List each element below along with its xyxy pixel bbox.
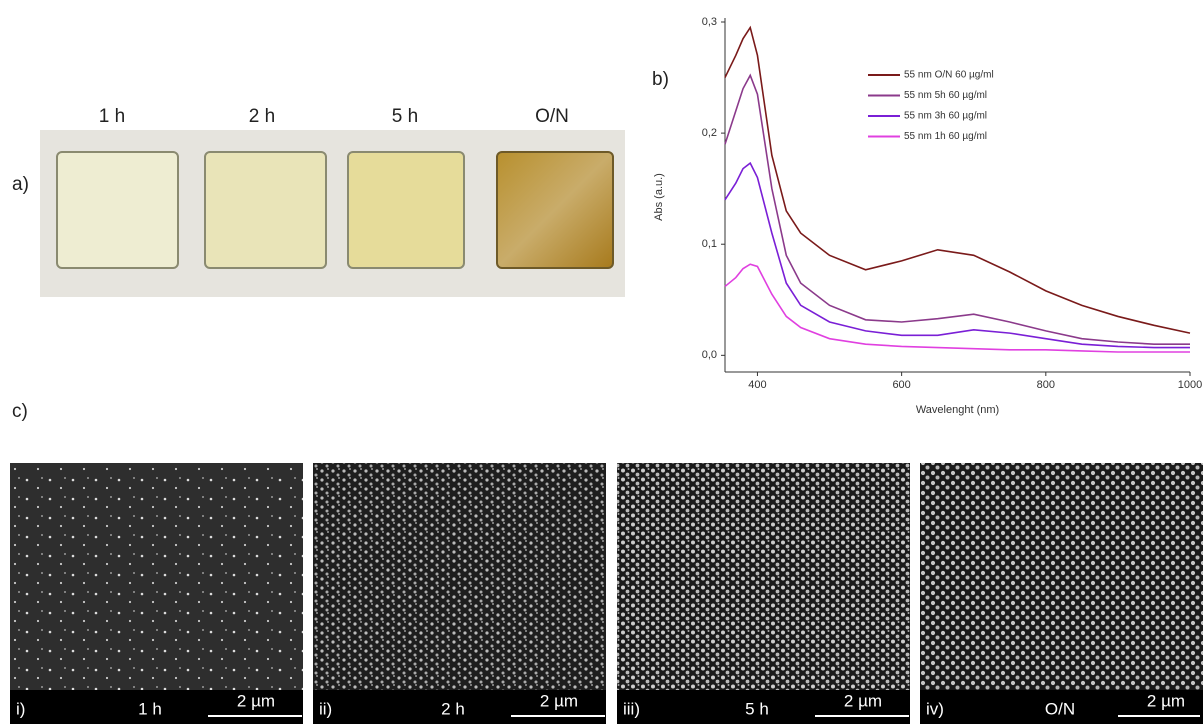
sem-image bbox=[617, 463, 910, 690]
sample-photo bbox=[497, 152, 613, 268]
scale-label: 2 µm bbox=[1147, 691, 1185, 710]
time-label: 2 h bbox=[441, 699, 465, 718]
time-label: 1 h bbox=[138, 699, 162, 718]
y-tick-label: 0,2 bbox=[702, 127, 717, 139]
sample-label: 1 h bbox=[99, 106, 125, 127]
image-label: i) bbox=[16, 699, 25, 718]
sem-image bbox=[10, 463, 303, 690]
sample-label: O/N bbox=[535, 106, 569, 127]
panel-label: a) bbox=[12, 174, 29, 195]
x-axis-label: Wavelenght (nm) bbox=[916, 404, 999, 416]
sample-photo bbox=[348, 152, 464, 268]
image-label: iv) bbox=[926, 699, 944, 718]
legend-label: 55 nm 1h 60 µg/ml bbox=[904, 131, 987, 142]
scale-label: 2 µm bbox=[540, 691, 578, 710]
time-label: 5 h bbox=[745, 699, 769, 718]
scale-label: 2 µm bbox=[237, 691, 275, 710]
sem-image bbox=[313, 463, 606, 690]
sem-images: i) 1 h 2 µm ii) 2 h 2 µm iii) 5 h 2 µm iv) O/N 2 µm bbox=[10, 463, 1203, 724]
y-tick-label: 0,1 bbox=[702, 238, 717, 250]
sample-photo bbox=[205, 152, 326, 268]
legend-label: 55 nm 3h 60 µg/ml bbox=[904, 111, 987, 122]
sample-label: 5 h bbox=[392, 106, 418, 127]
legend-label: 55 nm O/N 60 µg/ml bbox=[904, 70, 994, 81]
chart: 0,0 0,1 0,2 0,3 400 600 800 1000 Wavelenght (nm)… bbox=[653, 16, 1202, 416]
sample-label: 2 h bbox=[249, 106, 275, 127]
time-label: O/N bbox=[1045, 699, 1075, 718]
sem-image bbox=[920, 463, 1203, 690]
x-tick-label: 800 bbox=[1037, 379, 1055, 391]
panel-label: b) bbox=[652, 69, 669, 90]
x-tick-label: 400 bbox=[748, 379, 766, 391]
figure: a) 1 h 2 h 5 h O/N b) 0,0 0,1 0,2 0,3 400 600… bbox=[0, 0, 1203, 724]
page: a) 1 h 2 h 5 h O/N b) 0,0 0,1 0,2 0,3 400 600… bbox=[0, 0, 1203, 724]
image-label: ii) bbox=[319, 699, 332, 718]
y-tick-label: 0,0 bbox=[702, 349, 717, 361]
data-line bbox=[725, 264, 1190, 352]
y-axis-label: Abs (a.u.) bbox=[653, 173, 665, 221]
y-tick-label: 0,3 bbox=[702, 16, 717, 28]
data-line bbox=[725, 163, 1190, 347]
sample-photo bbox=[57, 152, 178, 268]
legend-label: 55 nm 5h 60 µg/ml bbox=[904, 90, 987, 101]
image-label: iii) bbox=[623, 699, 640, 718]
scale-label: 2 µm bbox=[844, 691, 882, 710]
x-tick-label: 1000 bbox=[1178, 379, 1202, 391]
x-tick-label: 600 bbox=[892, 379, 910, 391]
panel-label: c) bbox=[12, 401, 28, 422]
